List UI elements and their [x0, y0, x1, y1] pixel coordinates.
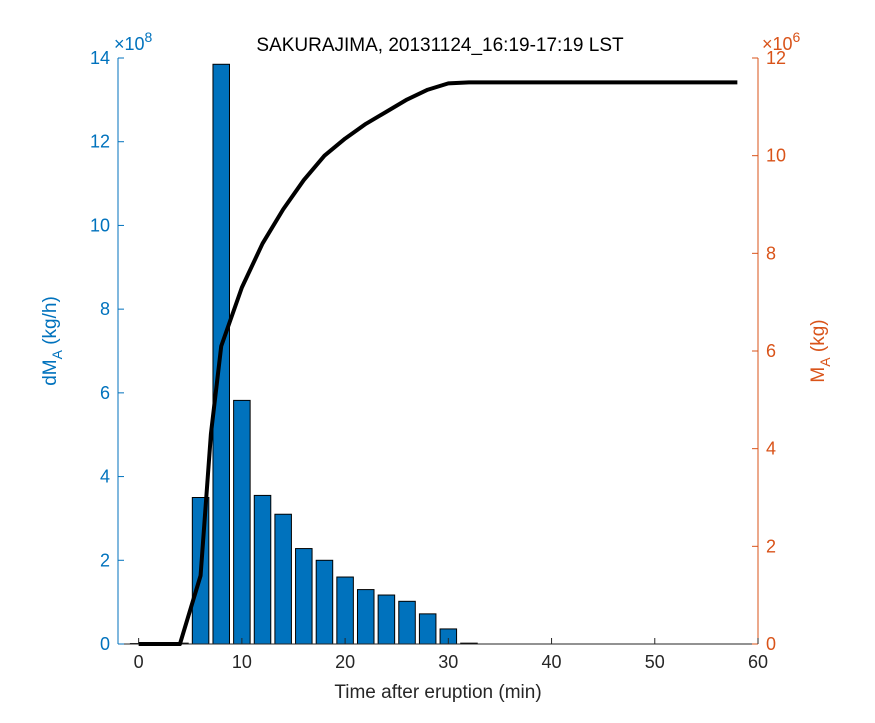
right-tick-label: 6 [766, 341, 776, 361]
left-tick-label: 0 [100, 634, 110, 654]
right-exponent-base: ×10 [762, 34, 793, 54]
right-axis-exponent: ×106 [762, 29, 801, 54]
x-tick-label: 50 [645, 652, 665, 672]
right-tick-label: 12 [766, 48, 786, 68]
left-axis-label: dMA (kg/h) [40, 296, 65, 386]
left-exponent-power: 8 [145, 29, 153, 45]
bar [356, 589, 375, 645]
left-tick-label: 10 [90, 215, 110, 235]
left-tick-label: 14 [90, 48, 110, 68]
left-tick-label: 4 [100, 467, 110, 487]
left-exponent-base: ×10 [114, 34, 145, 54]
bar [377, 594, 396, 645]
bar [274, 513, 292, 645]
right-axis-label: MA (kg) [808, 319, 833, 382]
x-tick-label: 40 [542, 652, 562, 672]
right-exponent-power: 6 [793, 29, 801, 45]
bars-layer [129, 63, 478, 645]
x-axis-label: Time after eruption (min) [334, 682, 541, 703]
right-tick-label: 0 [766, 634, 776, 654]
right-ticks: 0 2 4 6 8 10 12 [752, 48, 786, 654]
left-axis-exponent: ×108 [114, 29, 153, 54]
left-tick-label: 12 [90, 132, 110, 152]
right-label-main: M [808, 367, 829, 383]
x-tick-label: 20 [335, 652, 355, 672]
bar [315, 559, 334, 645]
left-label-sub: A [49, 349, 65, 359]
x-tick-label: 0 [134, 652, 144, 672]
chart-title: SAKURAJIMA, 20131124_16:19-17:19 LST [256, 35, 624, 56]
left-label-main: dM [40, 359, 61, 385]
left-tick-label: 2 [100, 550, 110, 570]
x-tick-label: 10 [232, 652, 252, 672]
right-tick-label: 2 [766, 536, 776, 556]
left-tick-label: 8 [100, 299, 110, 319]
bar [253, 494, 272, 645]
left-tick-label: 6 [100, 383, 110, 403]
right-tick-label: 8 [766, 243, 776, 263]
bar [295, 548, 313, 645]
cumulative-mass-line [138, 80, 738, 646]
x-tick-label: 60 [748, 652, 768, 672]
right-label-sub: A [817, 357, 833, 367]
bar [336, 576, 354, 645]
bar [418, 613, 437, 645]
x-tick-label: 30 [438, 652, 458, 672]
bar [233, 399, 251, 645]
right-tick-label: 4 [766, 439, 776, 459]
right-tick-label: 10 [766, 146, 786, 166]
left-ticks: 0 2 4 6 8 10 12 14 [90, 48, 124, 654]
right-label-unit: (kg) [808, 319, 829, 357]
bar [398, 600, 416, 645]
left-label-unit: (kg/h) [40, 296, 61, 350]
x-ticks: 0 10 20 30 40 50 60 [134, 638, 768, 672]
